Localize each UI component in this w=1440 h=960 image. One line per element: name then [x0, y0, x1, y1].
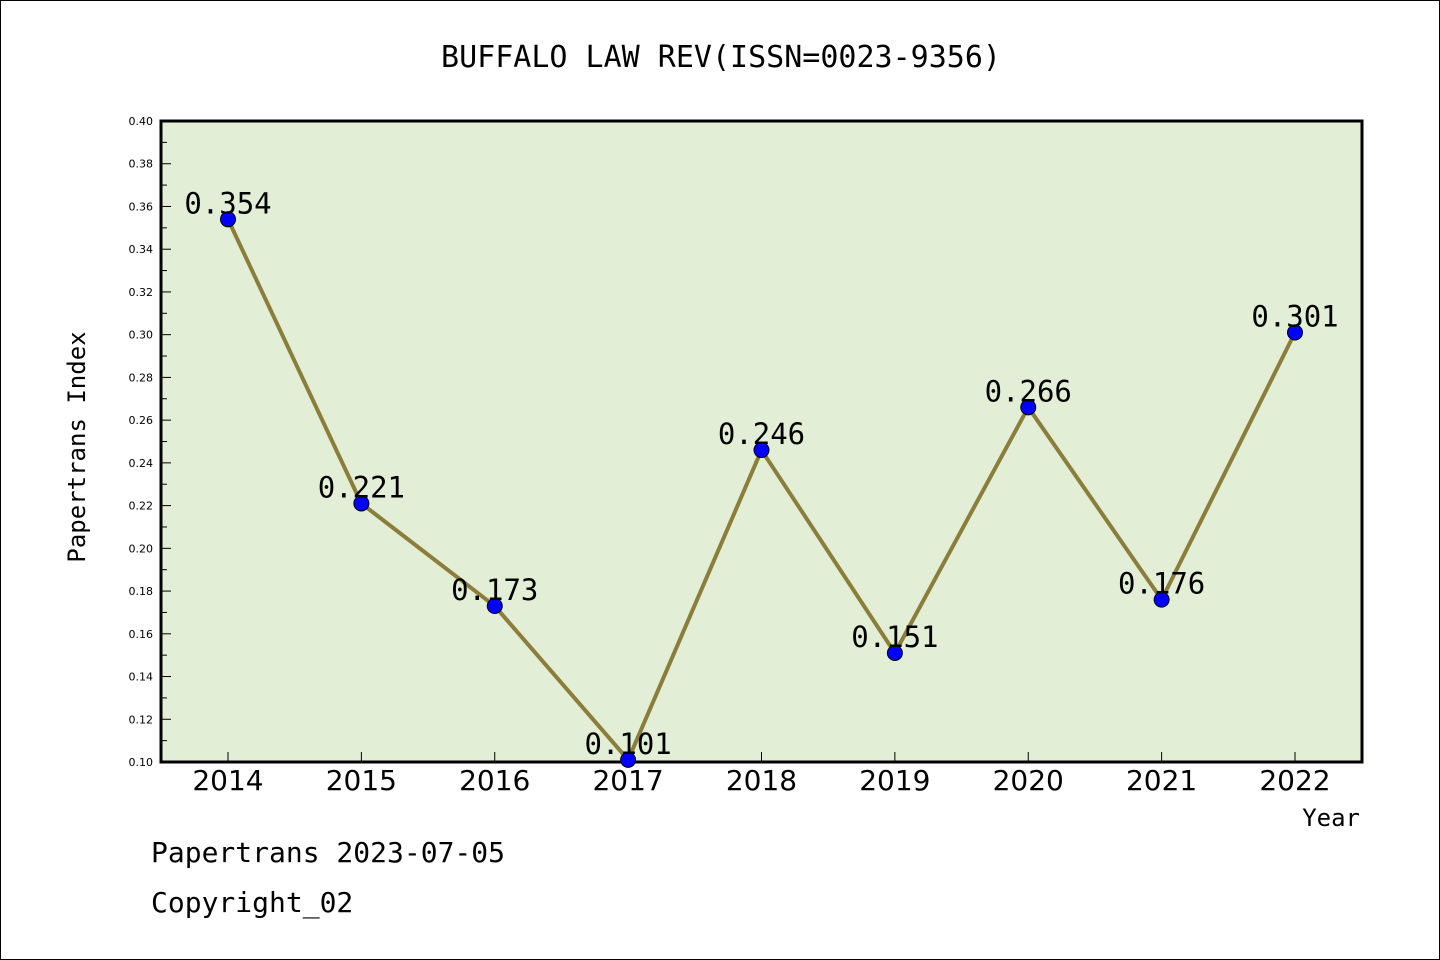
data-point: [620, 751, 637, 768]
data-label: 0.101: [584, 727, 671, 761]
y-tick-label: 0.16: [129, 628, 154, 641]
y-tick-label: 0.18: [129, 585, 154, 598]
y-tick-label: 0.34: [129, 243, 154, 256]
y-tick-label: 0.28: [129, 371, 154, 384]
chart-title: BUFFALO LAW REV(ISSN=0023-9356): [441, 40, 1001, 75]
y-axis: 0.10 0.12 0.14 0.16 0.18 0.20 0.22 0.24 0.26 0.28…: [129, 115, 171, 769]
data-point: [1287, 324, 1303, 341]
data-label: 0.151: [851, 620, 938, 654]
marker-group: [220, 211, 1303, 768]
x-tick-label: 2014: [192, 764, 263, 797]
data-point: [353, 495, 370, 512]
x-axis-title: Year: [1302, 804, 1360, 832]
y-tick-label: 0.36: [129, 200, 154, 213]
data-label: 0.354: [184, 186, 271, 220]
y-tick-label: 0.38: [129, 158, 154, 171]
x-tick-label: 2015: [326, 764, 397, 797]
data-point: [753, 442, 770, 459]
data-point: [1153, 591, 1170, 608]
y-tick-label: 0.24: [129, 457, 154, 470]
y-axis-title: Papertrans Index: [63, 331, 91, 562]
data-label: 0.221: [318, 470, 405, 504]
data-point: [486, 598, 503, 615]
data-label: 0.173: [451, 573, 538, 607]
plot-area: [159, 119, 1364, 764]
y-tick-label: 0.32: [129, 286, 154, 299]
y-tick-label: 0.14: [129, 671, 154, 684]
data-label-group: 0.354 0.221 0.173 0.101 0.246 0.151 0.266 0.176…: [184, 186, 1338, 761]
data-label: 0.301: [1251, 300, 1338, 334]
y-tick-label: 0.20: [129, 542, 154, 555]
footer-copyright: Copyright_02: [151, 886, 354, 919]
data-point: [886, 645, 903, 662]
y-tick-label: 0.30: [129, 329, 154, 342]
y-tick-label: 0.40: [129, 115, 154, 128]
x-tick-label: 2018: [726, 764, 797, 797]
data-label: 0.266: [985, 374, 1072, 408]
data-point: [220, 211, 236, 228]
footer-date: Papertrans 2023-07-05: [151, 836, 506, 869]
x-tick-label: 2021: [1126, 764, 1197, 797]
x-tick-label: 2020: [993, 764, 1064, 797]
data-label: 0.176: [1118, 567, 1205, 601]
y-tick-label: 0.26: [129, 414, 154, 427]
x-tick-label: 2017: [592, 764, 663, 797]
data-label: 0.246: [718, 417, 805, 451]
data-point: [1020, 399, 1037, 416]
y-tick-label: 0.10: [129, 756, 154, 769]
y-tick-label: 0.12: [129, 713, 154, 726]
x-axis: 2014 2015 2016 2017 2018 2019 2020 2021 2022: [192, 752, 1331, 797]
y-tick-label: 0.22: [129, 500, 154, 513]
x-tick-label: 2016: [459, 764, 530, 797]
x-tick-label: 2019: [859, 764, 930, 797]
x-tick-label: 2022: [1259, 764, 1330, 797]
